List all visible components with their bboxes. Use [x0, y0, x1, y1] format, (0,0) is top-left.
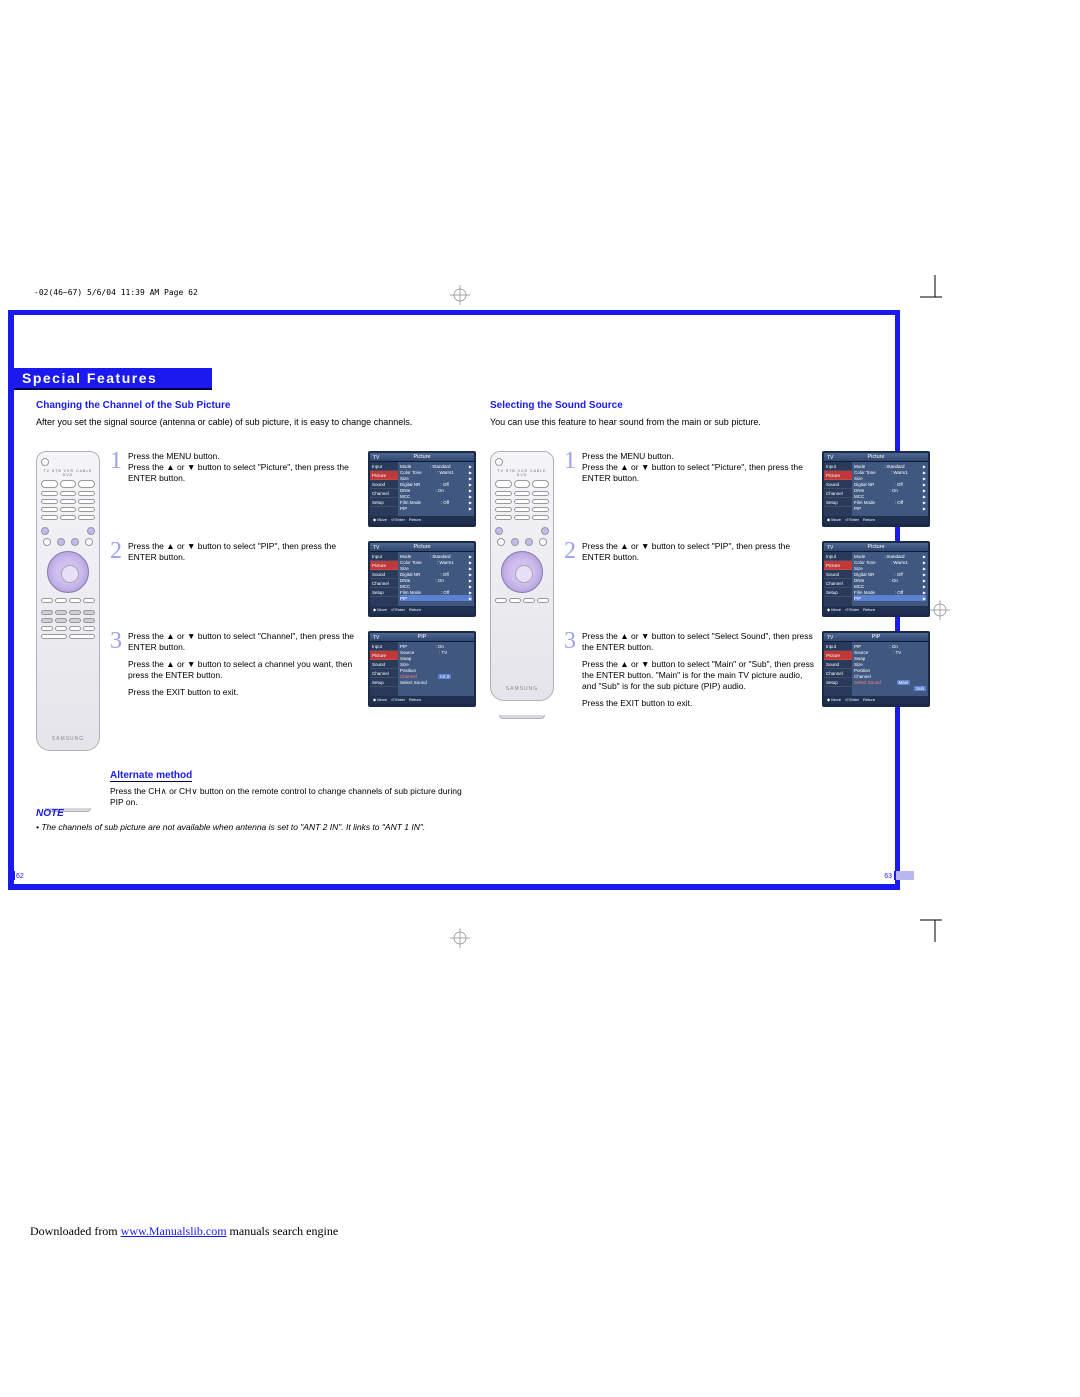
remote-dpad-icon — [501, 551, 543, 593]
step-number: 3 — [110, 631, 124, 707]
right-column: Selecting the Sound Source You can use t… — [490, 400, 930, 715]
step-text: Press the ▲ or ▼ button to select "Chann… — [128, 631, 362, 707]
note-block: NOTE The channels of sub picture are not… — [36, 808, 436, 833]
page-frame-left — [8, 310, 14, 890]
section-title-band: Special Features — [14, 368, 212, 390]
step-number: 2 — [564, 541, 578, 617]
page-number-decoration — [894, 871, 914, 880]
crop-mark-icon — [930, 600, 950, 620]
osd-screenshot: TVPIPInputPictureSoundChannelSetupPIP: O… — [368, 631, 476, 707]
crop-corner-icon — [920, 912, 950, 942]
right-intro: You can use this feature to hear sound f… — [490, 417, 930, 427]
step-number: 1 — [564, 451, 578, 527]
remote-brand-label: SAMSUNG — [37, 736, 99, 742]
footer-prefix: Downloaded from — [30, 1224, 121, 1238]
step: 2Press the ▲ or ▼ button to select "PIP"… — [564, 541, 930, 617]
osd-screenshot: TVPIPInputPictureSoundChannelSetupPIP: O… — [822, 631, 930, 707]
osd-screenshot: TVPictureInputPictureSoundChannelSetupMo… — [822, 451, 930, 527]
step-number: 1 — [110, 451, 124, 527]
osd-screenshot: TVPictureInputPictureSoundChannelSetupMo… — [368, 541, 476, 617]
page-number-left: 62 — [16, 873, 24, 880]
step-number: 2 — [110, 541, 124, 617]
remote-dpad-icon — [47, 551, 89, 593]
step-text: Press the MENU button.Press the ▲ or ▼ b… — [582, 451, 816, 527]
page-number-decoration — [10, 871, 15, 880]
page-number-right: 63 — [884, 873, 892, 880]
step-text: Press the MENU button.Press the ▲ or ▼ b… — [128, 451, 362, 527]
step-number: 3 — [564, 631, 578, 715]
step: 1Press the MENU button.Press the ▲ or ▼ … — [564, 451, 930, 527]
page-frame-bottom — [8, 884, 900, 890]
section-title: Special Features — [22, 370, 157, 386]
alternate-method-title: Alternate method — [110, 770, 192, 782]
remote-illustration: TV STB VCR CABLE DVD SAMSUNG — [490, 451, 554, 715]
step: 3Press the ▲ or ▼ button to select "Chan… — [110, 631, 476, 707]
left-intro: After you set the signal source (antenna… — [36, 417, 476, 427]
footer-suffix: manuals search engine — [227, 1224, 339, 1238]
note-title: NOTE — [36, 808, 436, 819]
step: 3Press the ▲ or ▼ button to select "Sele… — [564, 631, 930, 715]
step-text: Press the ▲ or ▼ button to select "PIP",… — [582, 541, 816, 617]
left-subhead: Changing the Channel of the Sub Picture — [36, 400, 476, 411]
crop-header: -02(46~67) 5/6/04 11:39 AM Page 62 — [34, 288, 198, 297]
step-text: Press the ▲ or ▼ button to select "Selec… — [582, 631, 816, 715]
download-footer: Downloaded from www.Manualslib.com manua… — [30, 1224, 338, 1239]
step: 2Press the ▲ or ▼ button to select "PIP"… — [110, 541, 476, 617]
remote-brand-label: SAMSUNG — [491, 686, 553, 692]
crop-mark-icon — [450, 285, 470, 305]
footer-link[interactable]: www.Manualslib.com — [121, 1224, 227, 1238]
osd-screenshot: TVPictureInputPictureSoundChannelSetupMo… — [368, 451, 476, 527]
osd-screenshot: TVPictureInputPictureSoundChannelSetupMo… — [822, 541, 930, 617]
right-subhead: Selecting the Sound Source — [490, 400, 930, 411]
crop-mark-icon — [450, 928, 470, 948]
alternate-method-text: Press the CH∧ or CH∨ button on the remot… — [110, 786, 476, 808]
note-item: The channels of sub picture are not avai… — [36, 822, 436, 833]
step-text: Press the ▲ or ▼ button to select "PIP",… — [128, 541, 362, 617]
left-column: Changing the Channel of the Sub Picture … — [36, 400, 476, 808]
crop-corner-icon — [920, 275, 950, 305]
step: 1Press the MENU button.Press the ▲ or ▼ … — [110, 451, 476, 527]
remote-illustration: TV STB VCR CABLE DVD SAMSUNG — [36, 451, 100, 751]
